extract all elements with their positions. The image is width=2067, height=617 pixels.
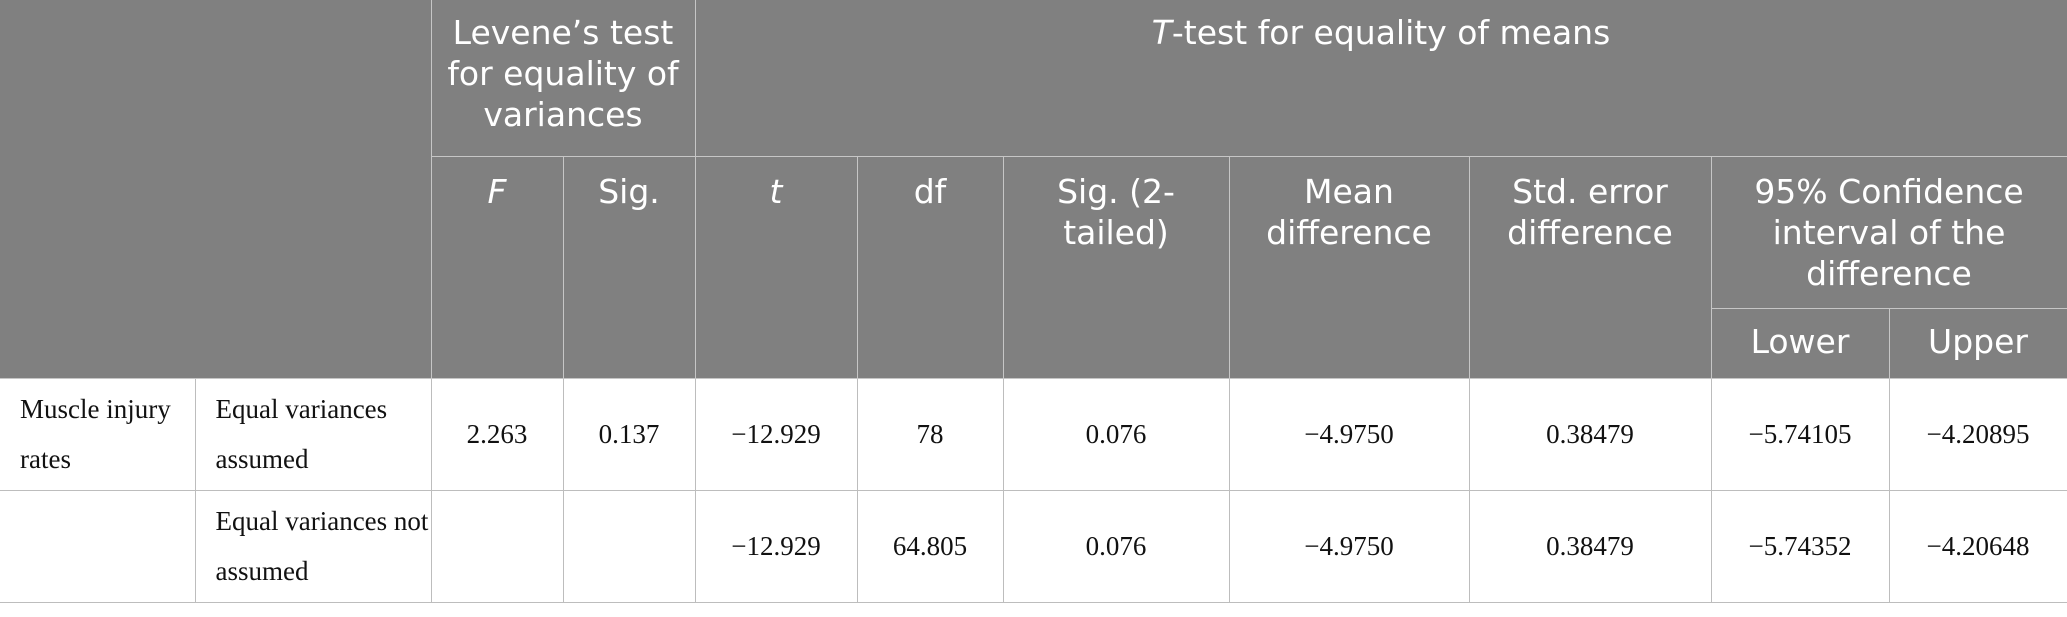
cell-sig xyxy=(563,490,696,603)
header-col-upper: Upper xyxy=(1889,308,2067,379)
cell-lower: −5.74352 xyxy=(1711,490,1890,603)
header-col-confidence-interval: 95% Confidence interval of the differenc… xyxy=(1711,156,2067,309)
cell-std-error-difference: 0.38479 xyxy=(1469,490,1712,603)
header-col-sig: Sig. xyxy=(563,156,696,379)
cell-mean-difference: −4.9750 xyxy=(1229,378,1470,491)
row-condition-label: Equal variances assumed xyxy=(195,378,432,491)
header-t-test-italic: T xyxy=(1151,13,1172,52)
header-col-f: F xyxy=(431,156,564,379)
cell-lower: −5.74105 xyxy=(1711,378,1890,491)
cell-upper: −4.20648 xyxy=(1889,490,2067,603)
header-col-std-error-difference: Std. error difference xyxy=(1469,156,1712,379)
t-test-table: Levene’s test for equality of variances … xyxy=(0,0,2067,603)
header-col-mean-difference: Mean difference xyxy=(1229,156,1470,379)
header-levene-test: Levene’s test for equality of variances xyxy=(431,0,696,157)
cell-df: 78 xyxy=(857,378,1004,491)
row-condition-label: Equal variances not assumed xyxy=(195,490,432,603)
row-group-label: Muscle injury rates xyxy=(0,378,196,491)
header-t-test-rest: -test for equality of means xyxy=(1171,13,1611,52)
header-col-t: t xyxy=(695,156,858,379)
table-row: Muscle injury rates Equal variances assu… xyxy=(0,378,2067,491)
cell-t: −12.929 xyxy=(695,490,858,603)
header-blank-corner xyxy=(0,0,432,379)
cell-t: −12.929 xyxy=(695,378,858,491)
cell-sig-2-tailed: 0.076 xyxy=(1003,378,1230,491)
row-group-label xyxy=(0,490,196,603)
table-row: Equal variances not assumed −12.929 64.8… xyxy=(0,490,2067,603)
header-col-lower: Lower xyxy=(1711,308,1890,379)
header-t-test: T-test for equality of means xyxy=(695,0,2067,157)
cell-sig: 0.137 xyxy=(563,378,696,491)
cell-upper: −4.20895 xyxy=(1889,378,2067,491)
header-col-df: df xyxy=(857,156,1004,379)
cell-df: 64.805 xyxy=(857,490,1004,603)
cell-std-error-difference: 0.38479 xyxy=(1469,378,1712,491)
cell-f: 2.263 xyxy=(431,378,564,491)
cell-sig-2-tailed: 0.076 xyxy=(1003,490,1230,603)
cell-f xyxy=(431,490,564,603)
cell-mean-difference: −4.9750 xyxy=(1229,490,1470,603)
header-col-sig-2-tailed: Sig. (2-tailed) xyxy=(1003,156,1230,379)
